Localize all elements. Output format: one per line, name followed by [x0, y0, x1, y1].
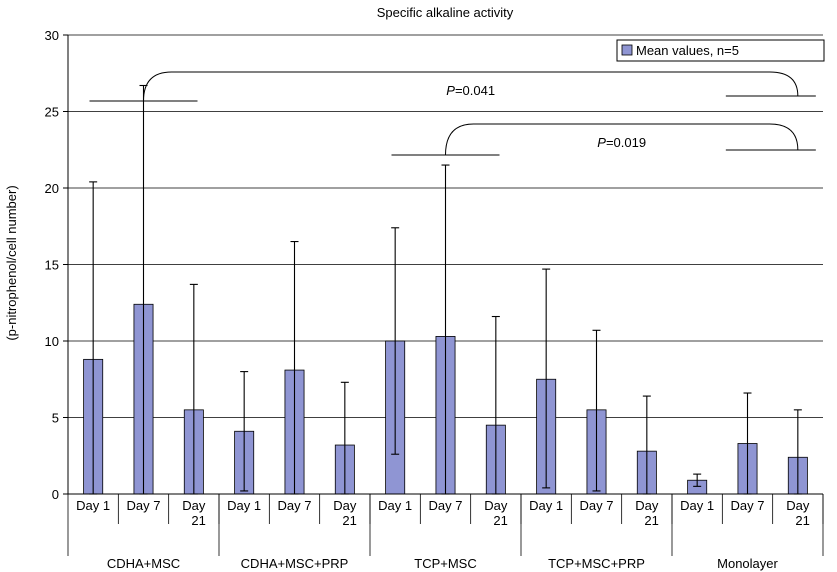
p-value-label: P=0.019 — [597, 135, 646, 150]
group-label: TCP+MSC — [414, 556, 476, 571]
x-tick-label: Day 1 — [76, 498, 110, 513]
y-tick-labels: 0 5 10 15 20 25 30 — [45, 28, 68, 502]
x-tick-label: Day — [635, 498, 659, 513]
y-tick-label: 25 — [45, 105, 59, 120]
x-tick-label: 21 — [342, 513, 356, 528]
chart-title: Specific alkaline activity — [377, 5, 514, 20]
x-tick-label: 21 — [191, 513, 205, 528]
x-tick-label: Day — [484, 498, 508, 513]
x-tick-label: Day 1 — [680, 498, 714, 513]
x-tick-label: Day 7 — [278, 498, 312, 513]
group-label: CDHA+MSC — [107, 556, 180, 571]
significance-bracket — [445, 123, 799, 156]
group-label: CDHA+MSC+PRP — [241, 556, 349, 571]
x-tick-label: Day 1 — [227, 498, 261, 513]
x-tick-label: 21 — [795, 513, 809, 528]
y-tick-label: 20 — [45, 181, 59, 196]
y-tick-label: 5 — [52, 411, 59, 426]
legend: Mean values, n=5 — [616, 39, 825, 62]
legend-swatch — [621, 44, 633, 56]
x-tick-label: Day 7 — [127, 498, 161, 513]
x-tick-label: Day — [786, 498, 810, 513]
x-tick-label: Day 7 — [429, 498, 463, 513]
legend-box — [616, 39, 825, 62]
x-tick-label: Day — [182, 498, 206, 513]
group-label: Monolayer — [717, 556, 778, 571]
y-axis-label: (p-nitrophenol/cell number) — [4, 185, 19, 340]
p-value-label: P=0.041 — [446, 83, 495, 98]
x-tick-label: 21 — [493, 513, 507, 528]
x-tick-label: Day 1 — [378, 498, 412, 513]
y-tick-label: 10 — [45, 334, 59, 349]
x-tick-label: Day 7 — [580, 498, 614, 513]
y-tick-label: 30 — [45, 28, 59, 43]
significance-bracket — [143, 71, 799, 102]
group-label: TCP+MSC+PRP — [548, 556, 645, 571]
y-tick-label: 0 — [52, 487, 59, 502]
y-tick-label: 15 — [45, 258, 59, 273]
x-tick-label: 21 — [644, 513, 658, 528]
x-tick-label: Day 1 — [529, 498, 563, 513]
legend-label: Mean values, n=5 — [636, 43, 739, 58]
x-tick-label: Day 7 — [731, 498, 765, 513]
x-tick-label: Day — [333, 498, 357, 513]
significance-annotations: P=0.041 P=0.019 — [89, 71, 816, 156]
